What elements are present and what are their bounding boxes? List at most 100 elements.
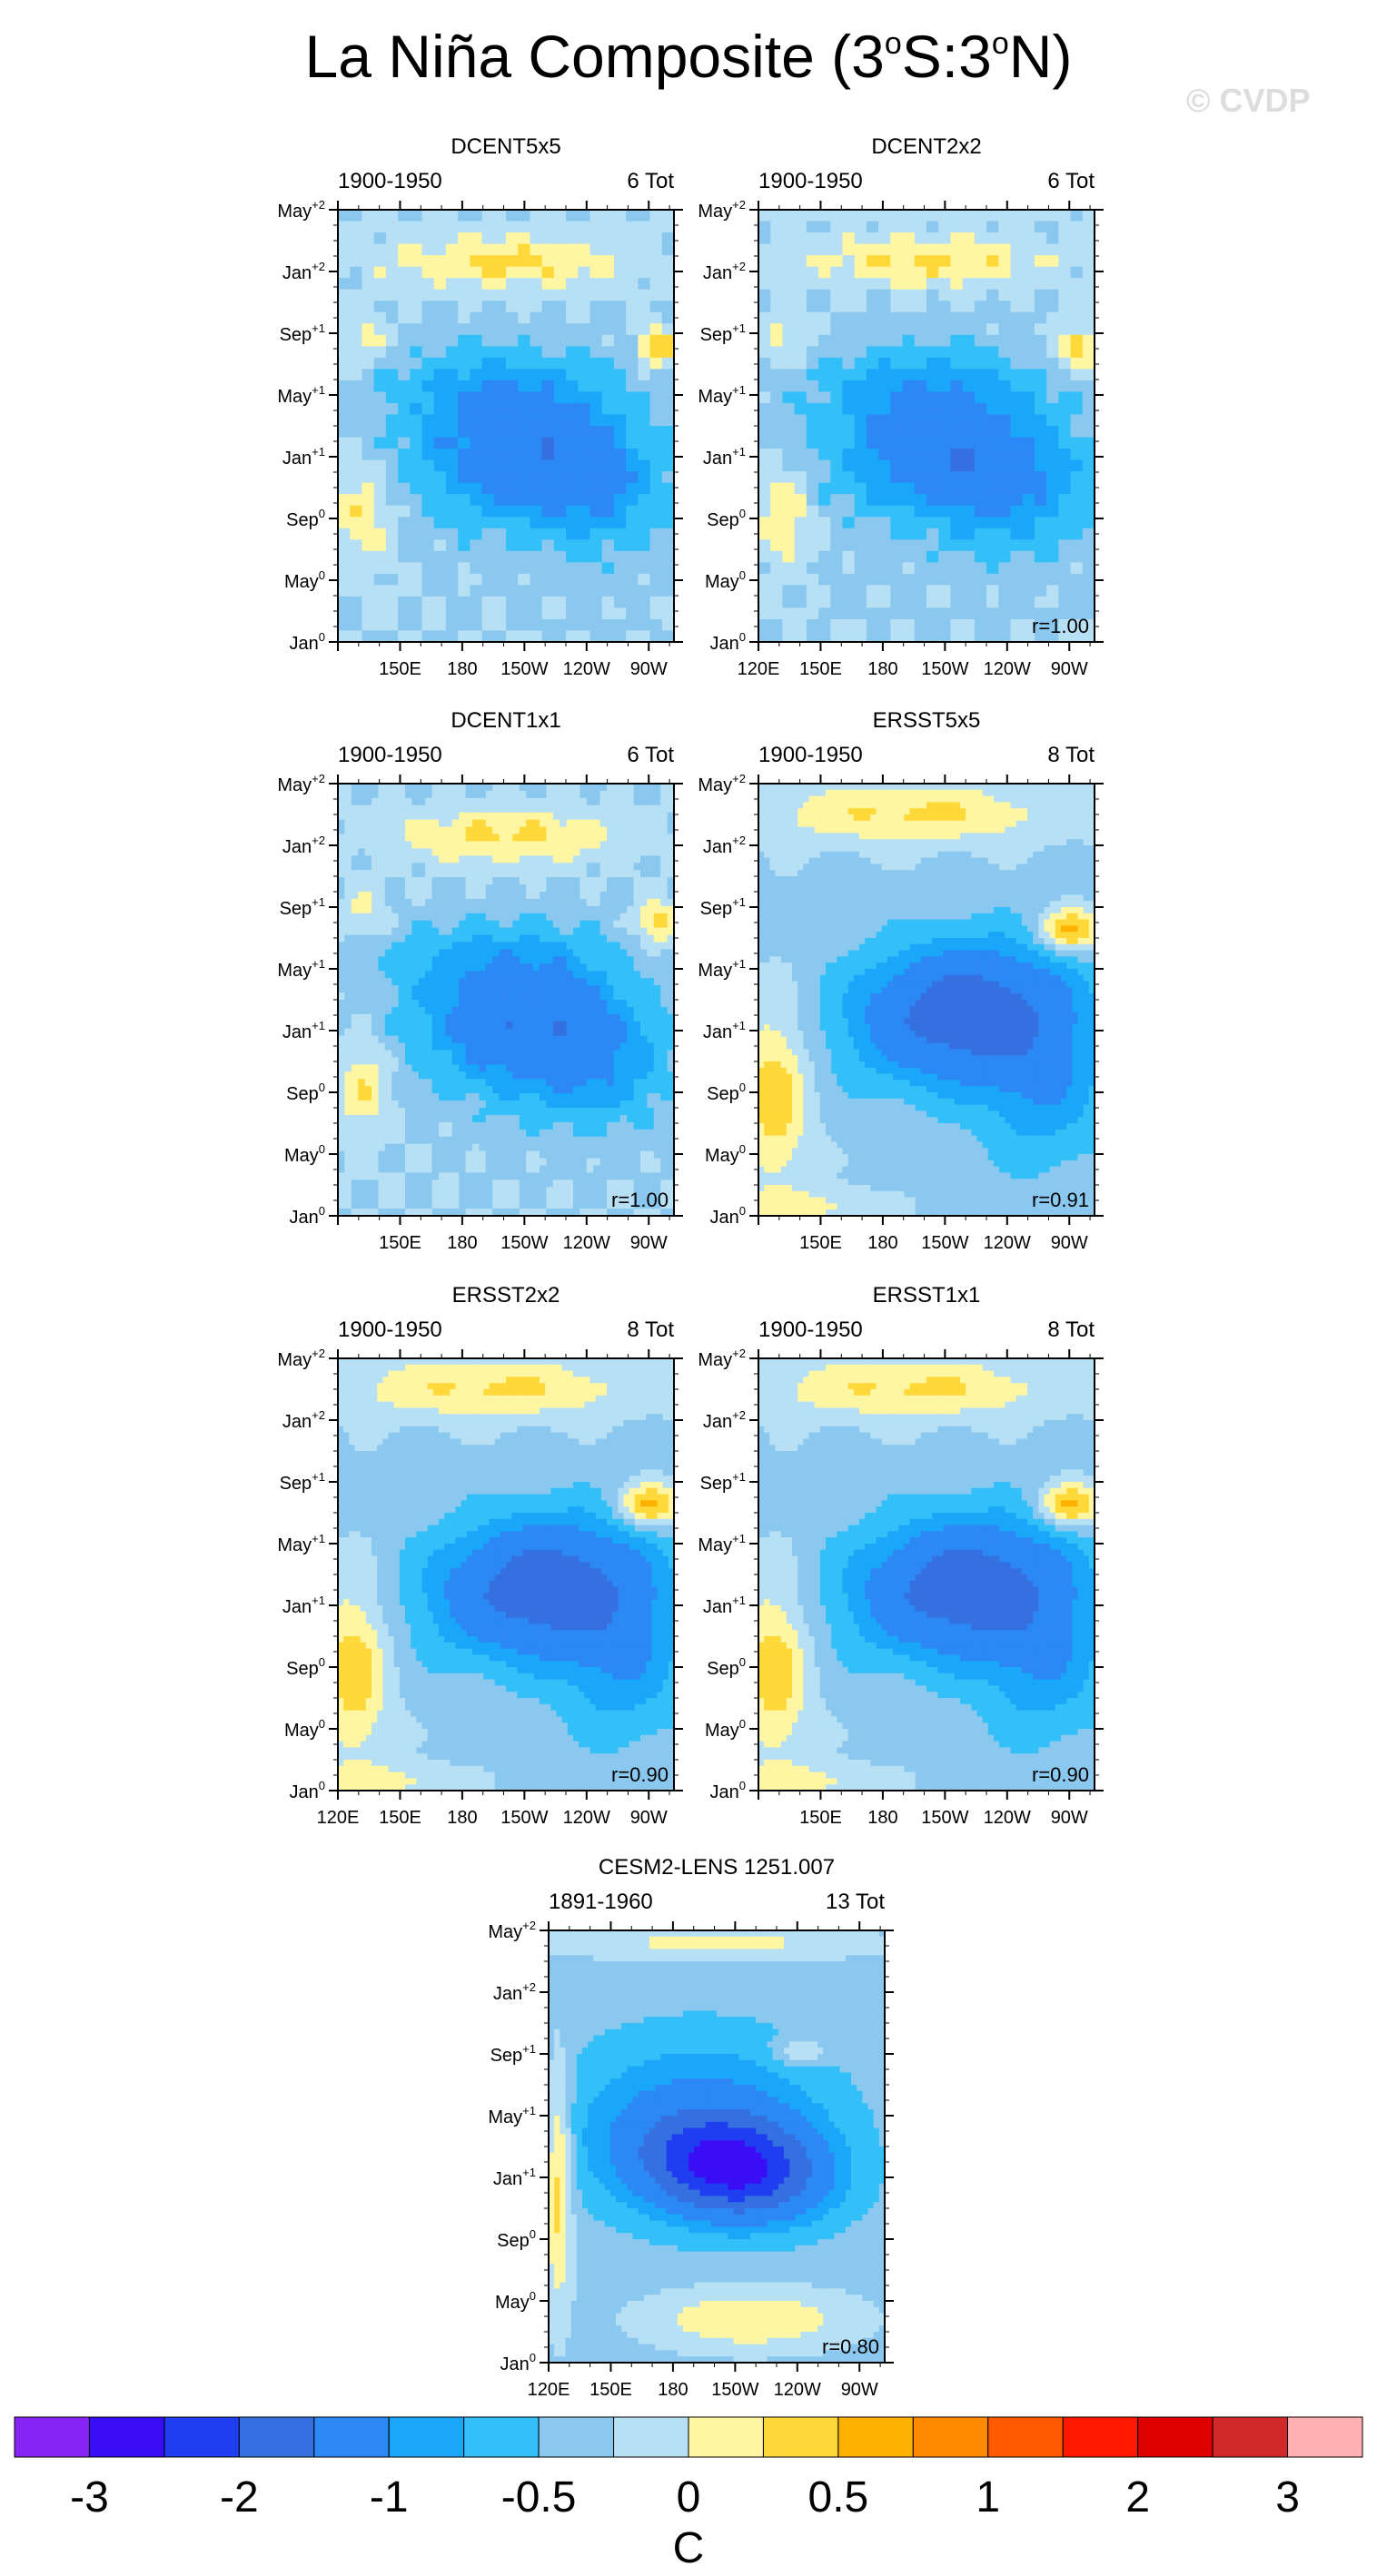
y-tick-label: May0 — [284, 568, 325, 592]
y-tick-label: Jan+1 — [703, 1594, 746, 1617]
field — [758, 210, 1095, 643]
y-tick-label: May0 — [495, 2289, 536, 2313]
x-tick-label: 90W — [630, 659, 668, 679]
y-tick-label: Jan+1 — [703, 445, 746, 469]
field — [549, 1930, 886, 2364]
colorbar-swatch — [688, 2417, 763, 2457]
x-tick-label: 150W — [500, 1233, 548, 1253]
y-tick-label: May+1 — [698, 383, 746, 407]
panel-years: 1900-1950 — [758, 743, 863, 767]
panel-title: CESM2-LENS 1251.007 — [599, 1855, 835, 1880]
y-tick-label: May+1 — [277, 383, 325, 407]
x-tick-label: 90W — [1051, 659, 1088, 679]
y-tick-label: Jan+1 — [493, 2166, 536, 2189]
colorbar-unit: C — [673, 2524, 705, 2572]
colorbar-swatch — [1213, 2417, 1287, 2457]
field — [338, 1358, 675, 1791]
panel-correlation: r=1.00 — [611, 1189, 669, 1211]
y-tick-label: Jan+2 — [282, 260, 325, 283]
panel-count: 6 Tot — [1047, 169, 1095, 193]
panel-count: 13 Tot — [826, 1890, 885, 1914]
colorbar-swatch — [164, 2417, 239, 2457]
y-tick-label: Jan+1 — [282, 445, 325, 469]
y-tick-label: Jan0 — [710, 1779, 746, 1802]
colorbar-swatch — [89, 2417, 163, 2457]
colorbar-label: 2 — [1125, 2473, 1150, 2522]
x-tick-label: 150W — [500, 659, 548, 679]
y-tick-label: Sep+1 — [700, 895, 746, 919]
colorbar-swatch — [1138, 2417, 1213, 2457]
x-tick-label: 90W — [630, 1233, 668, 1253]
colorbar-label: -3 — [70, 2473, 109, 2522]
y-tick-label: Jan+1 — [703, 1019, 746, 1042]
panel-title: DCENT1x1 — [451, 708, 560, 733]
x-tick-label: 150W — [921, 1808, 968, 1828]
x-tick-label: 150E — [379, 1808, 421, 1828]
x-tick-label: 180 — [867, 1808, 897, 1828]
y-tick-label: Sep+1 — [700, 321, 746, 345]
y-tick-label: May0 — [284, 1142, 325, 1166]
x-tick-label: 150E — [379, 1233, 421, 1253]
x-tick-label: 120W — [984, 659, 1031, 679]
y-tick-label: Sep+1 — [280, 321, 325, 345]
field — [758, 784, 1095, 1217]
y-tick-label: May+2 — [698, 198, 746, 222]
field — [338, 210, 675, 643]
panel-correlation: r=0.91 — [1032, 1189, 1089, 1211]
field — [338, 784, 675, 1217]
x-tick-label: 120W — [563, 1808, 610, 1828]
x-tick-label: 120W — [984, 1233, 1031, 1253]
panel-title: ERSST2x2 — [452, 1283, 560, 1308]
colorbar-label: 0.5 — [808, 2473, 869, 2522]
y-tick-label: May+2 — [488, 1919, 536, 1942]
y-tick-label: Sep+1 — [280, 1470, 325, 1494]
y-tick-label: May+2 — [277, 772, 325, 795]
y-tick-label: May+2 — [698, 772, 746, 795]
y-tick-label: Sep+1 — [700, 1470, 746, 1494]
colorbar-swatch — [239, 2417, 313, 2457]
x-tick-label: 150E — [379, 659, 421, 679]
colorbar-swatch — [913, 2417, 987, 2457]
panel-years: 1900-1950 — [758, 169, 863, 193]
x-tick-label: 90W — [841, 2380, 878, 2400]
y-tick-label: Jan+1 — [282, 1019, 325, 1042]
x-tick-label: 120E — [738, 659, 780, 679]
panel-title: DCENT2x2 — [871, 134, 981, 159]
colorbar-label: -0.5 — [501, 2473, 577, 2522]
colorbar-swatch — [15, 2417, 89, 2457]
panel-count: 8 Tot — [1047, 743, 1095, 767]
y-tick-label: Jan+2 — [703, 260, 746, 283]
y-tick-label: Jan+2 — [703, 834, 746, 857]
y-tick-label: Sep+1 — [490, 2042, 536, 2066]
panel-years: 1900-1950 — [338, 1318, 442, 1342]
x-tick-label: 120W — [563, 1233, 610, 1253]
colorbar-swatch — [1063, 2417, 1137, 2457]
panel-count: 6 Tot — [627, 743, 674, 767]
y-tick-label: Sep0 — [707, 1081, 746, 1104]
colorbar-label: 0 — [677, 2473, 701, 2522]
x-tick-label: 150W — [921, 1233, 968, 1253]
panel-correlation: r=1.00 — [1032, 615, 1089, 637]
panel-title: DCENT5x5 — [451, 134, 560, 159]
x-tick-label: 120W — [563, 659, 610, 679]
y-tick-label: May+1 — [698, 1532, 746, 1555]
y-tick-label: Jan+2 — [703, 1408, 746, 1432]
y-tick-label: Sep0 — [286, 1081, 325, 1104]
x-tick-label: 150E — [589, 2380, 632, 2400]
y-tick-label: May0 — [284, 1717, 325, 1741]
y-tick-label: Jan0 — [500, 2351, 536, 2374]
y-tick-label: May+1 — [277, 1532, 325, 1555]
x-tick-label: 150W — [711, 2380, 758, 2400]
y-tick-label: May+2 — [277, 198, 325, 222]
y-tick-label: Sep0 — [286, 507, 325, 530]
y-tick-label: May0 — [705, 1142, 746, 1166]
y-tick-label: May+1 — [488, 2104, 536, 2127]
colorbar-swatch — [539, 2417, 613, 2457]
panel-years: 1900-1950 — [338, 169, 442, 193]
